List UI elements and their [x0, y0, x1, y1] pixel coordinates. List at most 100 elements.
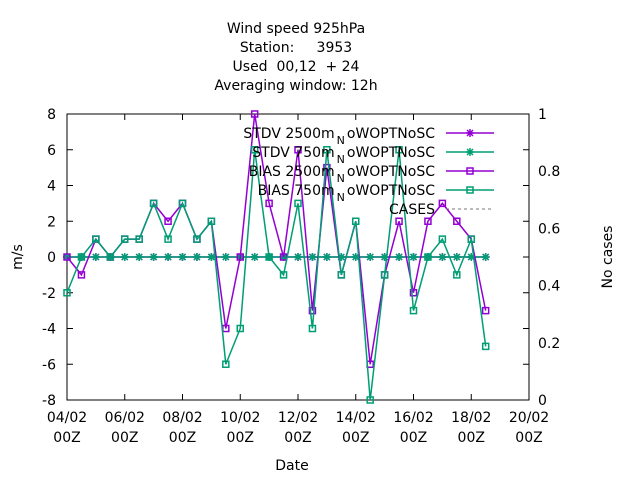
data-point	[164, 253, 173, 261]
x-tick-label-hour: 00Z	[342, 430, 369, 446]
x-tick-label-hour: 00Z	[53, 430, 80, 446]
data-point	[337, 253, 346, 261]
data-point	[424, 217, 432, 225]
data-point	[380, 253, 389, 261]
x-tick-label-date: 10/02	[220, 410, 260, 426]
data-point	[149, 199, 158, 208]
x-tick-label-hour: 00Z	[227, 430, 254, 446]
data-point	[192, 253, 201, 261]
data-point	[308, 306, 317, 315]
data-point	[395, 217, 403, 225]
y2-tick-label: 0.8	[538, 164, 560, 180]
y2-axis-label: No cases	[600, 226, 616, 289]
data-point	[279, 271, 288, 279]
y-tick-label: -6	[42, 357, 56, 373]
data-point	[467, 235, 475, 243]
data-point	[193, 235, 201, 243]
chart-title: Wind speed 925hPa Station: 3953 Used 00,12…	[214, 21, 377, 94]
data-point	[222, 360, 230, 368]
legend-marker	[466, 129, 474, 137]
x-tick-label-date: 04/02	[47, 410, 87, 426]
x-tick-label-date: 20/02	[509, 410, 549, 426]
data-point	[178, 253, 187, 261]
x-tick-label-date: 16/02	[393, 410, 433, 426]
y2-axis: 0 0.2 0.4 0.6 0.8 1	[538, 107, 560, 409]
x-tick-label-hour: 00Z	[400, 430, 427, 446]
data-point	[453, 271, 461, 279]
series-group	[63, 110, 490, 404]
data-point	[250, 146, 259, 154]
data-point	[438, 199, 447, 208]
data-point	[250, 110, 259, 118]
data-point	[352, 217, 360, 225]
data-point	[207, 217, 216, 225]
data-point	[366, 253, 375, 261]
y-tick-label: -8	[42, 393, 56, 409]
data-point	[409, 289, 418, 297]
data-point	[424, 253, 432, 261]
data-point	[221, 253, 230, 261]
data-point	[149, 253, 158, 261]
y2-tick-label: 0.4	[538, 279, 560, 295]
legend-marker	[466, 148, 474, 156]
y-axis: -8 -6 -4 -2 0 2 4 6 8	[42, 107, 529, 409]
data-point	[135, 235, 143, 243]
x-tick-label-date: 06/02	[105, 410, 145, 426]
title-line: Averaging window: 12h	[214, 78, 377, 94]
data-point	[322, 253, 331, 261]
data-point	[323, 146, 331, 154]
data-point	[164, 217, 172, 225]
data-point	[409, 253, 418, 261]
x-tick-label-date: 18/02	[451, 410, 491, 426]
data-point	[265, 199, 273, 208]
legend-entry: CASES	[389, 202, 494, 218]
data-point	[92, 235, 100, 243]
data-point	[438, 253, 447, 261]
data-point	[453, 217, 461, 225]
legend-marker	[466, 186, 474, 194]
data-point	[91, 253, 100, 261]
data-point	[77, 253, 86, 261]
data-point	[438, 235, 447, 243]
x-axis-label: Date	[275, 458, 308, 474]
data-point	[395, 253, 404, 261]
data-point	[452, 253, 461, 261]
x-tick-label-hour: 00Z	[284, 430, 311, 446]
y2-tick-label: 0.6	[538, 221, 560, 237]
data-point	[351, 253, 360, 261]
y-tick-label: 0	[47, 250, 56, 266]
data-point	[236, 253, 244, 261]
data-point	[467, 253, 476, 261]
data-point	[294, 199, 302, 208]
data-point	[308, 324, 317, 333]
data-point	[308, 253, 317, 261]
data-point	[207, 253, 216, 261]
data-point	[164, 235, 172, 243]
data-point	[250, 253, 259, 261]
x-tick-label-hour: 00Z	[458, 430, 485, 446]
y-tick-label: 8	[47, 107, 56, 123]
y2-tick-label: 0.2	[538, 336, 560, 352]
data-point	[178, 199, 187, 208]
data-point	[380, 271, 389, 279]
data-point	[395, 146, 403, 154]
data-point	[294, 253, 302, 261]
y-tick-label: 4	[47, 179, 56, 195]
x-tick-label-date: 12/02	[278, 410, 318, 426]
x-tick-label-hour: 00Z	[169, 430, 196, 446]
data-point	[481, 342, 490, 351]
data-point	[323, 163, 331, 172]
data-point	[236, 324, 244, 333]
data-point	[481, 306, 490, 315]
legend-label: CASES	[389, 202, 435, 218]
x-axis: 04/02 00Z 06/02 00Z 08/02 00Z 10/02 00Z 12/02 00Z…	[47, 114, 549, 446]
title-line: Used 00,12 + 24	[233, 59, 360, 75]
